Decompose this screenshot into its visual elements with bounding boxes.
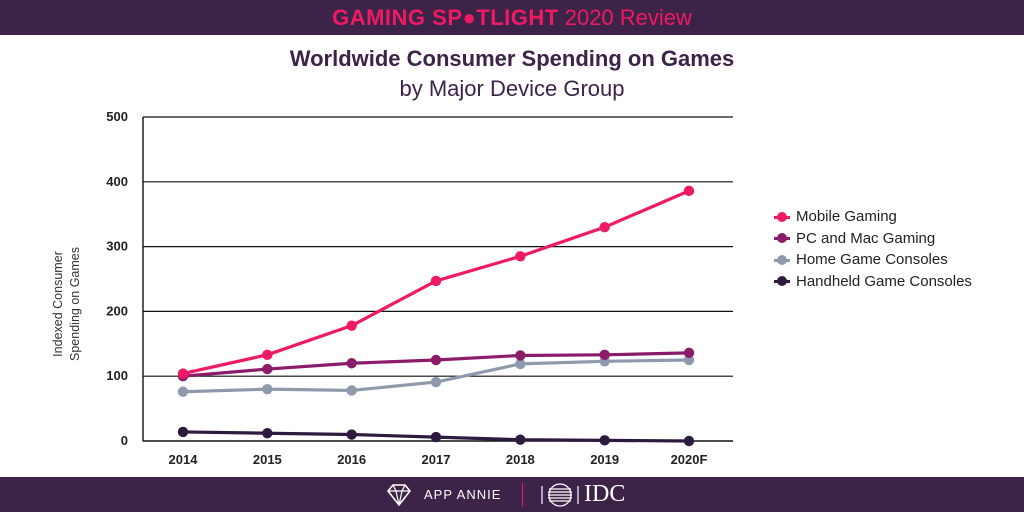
x-tick-label: 2018: [506, 452, 535, 467]
data-point: [515, 350, 526, 361]
banner-title-bold: GAMING SP●TLIGHT: [332, 4, 559, 30]
data-point: [430, 275, 442, 287]
data-point: [683, 185, 695, 197]
footer-bar: APP ANNIE IDC: [0, 477, 1024, 512]
data-point: [515, 358, 526, 370]
data-point: [430, 376, 442, 388]
data-point: [262, 383, 273, 395]
data-point: [346, 429, 357, 440]
globe-icon: [541, 482, 579, 507]
x-tick-label: 2020F: [671, 452, 708, 467]
chart-title: Worldwide Consumer Spending on Games: [289, 46, 735, 71]
app-annie-logo: APP ANNIE: [384, 481, 501, 508]
data-point: [262, 428, 273, 439]
legend-label: PC and Mac Gaming: [796, 229, 936, 247]
banner-title: GAMING SP●TLIGHT 2020 Review: [332, 4, 692, 30]
legend-item: PC and Mac Gaming: [774, 228, 972, 250]
data-point: [346, 385, 357, 396]
legend-swatch: [774, 254, 790, 265]
legend-swatch: [774, 233, 790, 244]
data-point: [599, 349, 610, 361]
y-tick-label: 500: [106, 109, 128, 124]
legend-swatch: [774, 211, 790, 222]
legend-label: Mobile Gaming: [796, 208, 897, 226]
diamond-icon: [386, 483, 412, 506]
data-point: [346, 358, 357, 369]
legend-item: Handheld Game Consoles: [774, 271, 972, 293]
legend-item: Mobile Gaming: [774, 206, 972, 228]
x-tick-label: 2014: [169, 452, 199, 467]
data-point: [683, 435, 695, 447]
data-point: [683, 354, 695, 366]
data-point: [683, 347, 695, 359]
data-point: [430, 354, 442, 366]
app-annie-text: APP ANNIE: [424, 487, 502, 502]
y-tick-label: 0: [121, 433, 128, 448]
footer-divider: [522, 483, 523, 507]
legend-label: Handheld Game Consoles: [796, 272, 972, 290]
data-point: [599, 221, 610, 233]
x-tick-label: 2016: [337, 452, 366, 467]
y-tick-label: 300: [106, 239, 128, 254]
data-point: [430, 431, 442, 443]
data-point: [177, 368, 189, 379]
data-point: [177, 386, 189, 397]
data-point: [599, 435, 610, 446]
y-tick-label: 200: [106, 303, 128, 318]
y-tick-label: 400: [106, 174, 128, 189]
legend-item: Home Game Consoles: [774, 249, 972, 271]
x-tick-label: 2019: [590, 452, 619, 467]
idc-logo: IDC: [540, 481, 625, 508]
x-tick-label: 2017: [422, 452, 451, 467]
chart-subtitle: by Major Device Group: [399, 76, 625, 101]
legend-swatch: [774, 276, 790, 287]
chart-legend: Mobile Gaming PC and Mac Gaming Home Game …: [774, 206, 972, 292]
header-banner: GAMING SP●TLIGHT 2020 Review: [0, 0, 1024, 35]
data-point: [515, 251, 526, 262]
x-tick-label: 2015: [253, 452, 282, 467]
y-tick-label: 100: [106, 368, 128, 383]
data-point: [262, 349, 273, 361]
idc-text: IDC: [584, 481, 626, 507]
data-point: [515, 434, 526, 445]
legend-label: Home Game Consoles: [796, 251, 948, 269]
data-point: [346, 320, 357, 331]
banner-title-year: 2020 Review: [564, 4, 692, 30]
data-point: [177, 426, 189, 438]
data-point: [262, 363, 273, 375]
